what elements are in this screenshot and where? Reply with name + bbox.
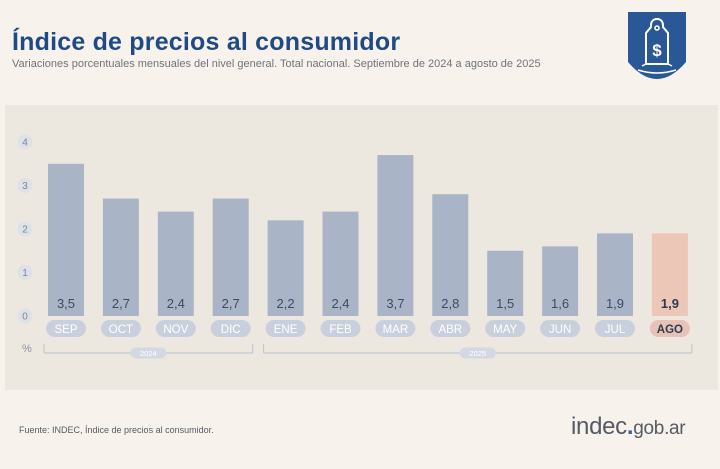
x-tick-label: MAR [383,324,409,336]
bar-value-label: 3,7 [386,296,404,311]
x-tick-label: AGO [657,324,683,336]
bar-nov [157,211,194,316]
x-tick-pill [430,320,471,337]
price-tag-dollar-icon: $ [628,12,686,79]
y-tick-label: 0 [22,312,28,323]
bar-abr [432,194,469,316]
bar-value-label: 2,2 [277,296,295,311]
bar-mar [377,155,414,316]
bar-value-label: 1,5 [496,296,514,311]
x-tick-pill [375,320,416,337]
x-tick-label: SEP [54,324,77,336]
bar-ene [267,220,304,316]
y-tick-bubble [17,134,33,150]
x-tick-pill [320,320,361,337]
page-title: Índice de precios al consumidor [12,28,401,56]
bar-ago [651,233,688,316]
bar-sep [48,163,84,316]
bar-oct [102,198,139,316]
x-tick-pill [649,320,690,337]
year-label: 2024 [140,349,157,358]
x-tick-label: JUN [549,324,571,336]
x-tick-pill [485,320,526,337]
y-tick-label: 2 [22,225,28,236]
x-tick-label: MAY [493,324,517,336]
bar-value-label: 2,4 [331,296,349,311]
x-tick-label: DIC [221,324,241,336]
bar-jul [597,233,633,316]
x-tick-label: ABR [438,324,462,336]
x-tick-pill [46,320,86,337]
bar-value-label: 2,4 [167,296,185,311]
x-tick-pill [540,320,581,337]
bar-value-label: 1,6 [551,296,569,311]
brand-domain: gob.ar [633,418,686,439]
dollar-symbol: $ [652,41,662,60]
bar-value-label: 1,9 [606,296,624,311]
x-tick-label: NOV [163,324,188,336]
x-tick-pill [100,320,141,337]
year-label: 2025 [469,349,486,358]
x-tick-pill [265,320,306,337]
y-axis-unit: % [22,343,32,355]
year-label-pill [130,347,167,359]
y-tick-bubble [17,308,33,324]
y-tick-label: 1 [22,268,28,279]
y-tick-label: 4 [22,138,28,149]
x-tick-pill [595,320,635,337]
bar-feb [322,211,359,316]
brand-dot: . [626,413,634,440]
bar-value-label: 3,5 [57,296,75,311]
indec-brand: indec.gob.ar [571,413,686,441]
bar-jun [542,246,579,316]
y-tick-bubble [17,265,33,280]
bar-value-label: 2,7 [112,296,130,311]
year-label-pill [459,347,496,359]
bar-value-label: 2,7 [222,296,240,311]
bar-value-label: 1,9 [661,296,679,311]
page-subtitle: Variaciones porcentuales mensuales del n… [12,58,541,70]
x-tick-pill [210,320,251,337]
x-tick-label: FEB [329,324,352,336]
x-tick-pill [155,320,196,337]
y-tick-label: 3 [22,181,28,192]
brand-name: indec [571,413,627,440]
y-tick-bubble [17,221,33,237]
bar-value-label: 2,8 [441,296,459,311]
bar-may [487,250,524,316]
x-tick-label: ENE [274,324,298,336]
y-tick-bubble [17,178,33,193]
x-tick-label: OCT [109,324,133,336]
source-note: Fuente: INDEC, Índice de precios al cons… [19,425,214,435]
x-tick-label: JUL [605,324,626,336]
bar-dic [212,198,249,316]
